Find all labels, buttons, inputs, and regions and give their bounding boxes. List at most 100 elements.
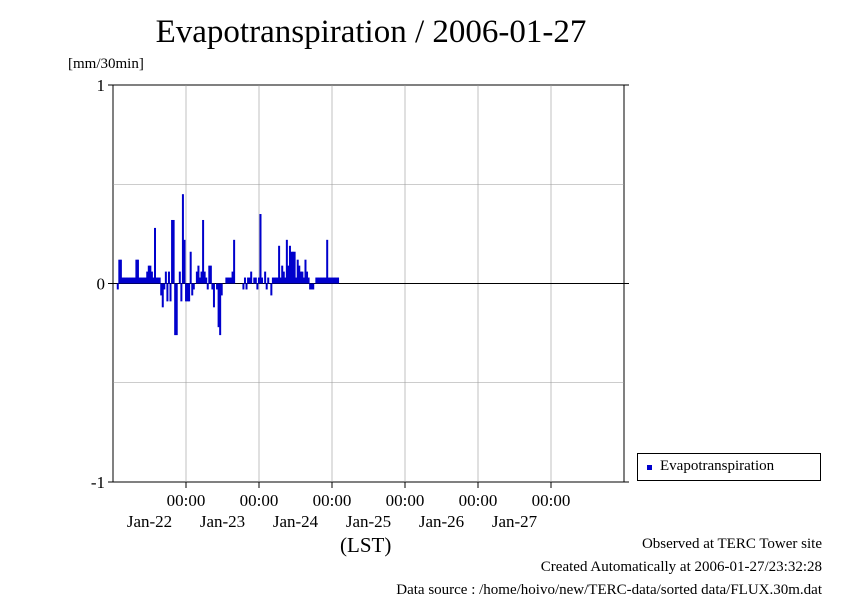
bar bbox=[191, 283, 194, 296]
bar bbox=[296, 259, 299, 284]
x-tick-time: 00:00 bbox=[459, 491, 498, 510]
bar bbox=[278, 245, 281, 284]
x-tick-date: Jan-24 bbox=[273, 512, 319, 531]
y-tick-label: -1 bbox=[91, 473, 105, 492]
y-axis-ticks: 1 0 -1 bbox=[91, 76, 629, 492]
bar bbox=[146, 271, 149, 284]
x-tick-date: Jan-27 bbox=[492, 512, 538, 531]
x-tick-time: 00:00 bbox=[313, 491, 352, 510]
x-tick-date: Jan-26 bbox=[419, 512, 464, 531]
bar bbox=[253, 277, 256, 284]
bar bbox=[282, 271, 285, 284]
bar bbox=[270, 283, 273, 296]
bar bbox=[231, 271, 234, 284]
bar bbox=[333, 277, 336, 284]
x-tick-time: 00:00 bbox=[386, 491, 425, 510]
bar bbox=[135, 259, 138, 284]
bar bbox=[226, 277, 229, 284]
bar bbox=[264, 271, 267, 284]
bar bbox=[160, 283, 163, 296]
bar bbox=[195, 271, 198, 284]
bar bbox=[315, 277, 318, 284]
bar bbox=[301, 271, 304, 284]
bar bbox=[203, 271, 206, 284]
bar bbox=[181, 194, 184, 284]
bar bbox=[206, 283, 209, 290]
y-tick-label: 1 bbox=[97, 76, 106, 95]
bar bbox=[216, 283, 219, 290]
bar bbox=[186, 283, 189, 302]
bar bbox=[140, 277, 143, 284]
bar bbox=[285, 239, 288, 284]
bar bbox=[138, 277, 141, 284]
bar bbox=[147, 265, 150, 284]
bar bbox=[122, 277, 125, 284]
bar bbox=[279, 277, 282, 284]
bar bbox=[118, 259, 121, 284]
bar bbox=[225, 277, 228, 284]
bar bbox=[202, 219, 205, 284]
bar bbox=[163, 283, 166, 290]
bar bbox=[299, 271, 302, 284]
bar bbox=[312, 283, 315, 290]
bar bbox=[171, 219, 174, 284]
bar bbox=[154, 227, 157, 284]
bar bbox=[152, 277, 155, 284]
bar bbox=[318, 277, 321, 284]
bar bbox=[157, 277, 160, 284]
bar bbox=[323, 277, 326, 284]
bar bbox=[209, 265, 212, 284]
bar bbox=[271, 277, 274, 284]
bar bbox=[189, 251, 192, 284]
bar bbox=[302, 277, 305, 284]
bar bbox=[149, 265, 152, 284]
bar bbox=[119, 259, 122, 284]
bar bbox=[129, 277, 132, 284]
x-tick-time: 00:00 bbox=[240, 491, 279, 510]
x-tick-time: 00:00 bbox=[167, 491, 206, 510]
bar bbox=[121, 277, 124, 284]
bar bbox=[150, 271, 153, 284]
bar bbox=[319, 277, 322, 284]
bar bbox=[220, 283, 223, 296]
series-bars bbox=[116, 194, 340, 336]
bar bbox=[164, 271, 167, 284]
bar bbox=[136, 259, 139, 284]
bar bbox=[337, 277, 340, 284]
bar bbox=[169, 283, 172, 302]
bar bbox=[175, 283, 178, 336]
bar bbox=[326, 239, 329, 284]
bar bbox=[116, 283, 119, 290]
bar bbox=[273, 277, 276, 284]
bar bbox=[250, 271, 253, 284]
bar bbox=[143, 277, 146, 284]
bar bbox=[208, 265, 211, 284]
footer-site: Observed at TERC Tower site bbox=[641, 536, 822, 552]
bar bbox=[212, 283, 215, 308]
bar bbox=[330, 277, 333, 284]
footer-source: Data source : /home/hoivo/new/TERC-data/… bbox=[396, 582, 822, 598]
legend bbox=[637, 453, 821, 481]
bar bbox=[127, 277, 130, 284]
y-tick-label: 0 bbox=[97, 275, 106, 294]
bar bbox=[309, 283, 312, 290]
x-tick-time: 00:00 bbox=[532, 491, 571, 510]
bar bbox=[307, 277, 310, 284]
bar bbox=[256, 283, 259, 290]
bar bbox=[288, 245, 291, 284]
bar bbox=[335, 277, 338, 284]
bar bbox=[197, 265, 200, 284]
bar bbox=[233, 239, 236, 284]
bar bbox=[242, 283, 245, 290]
x-axis-ticks: 00:00 Jan-22 00:00 Jan-23 00:00 Jan-24 00:00 Ja… bbox=[127, 482, 571, 531]
footer-created: Created Automatically at 2006-01-27/23:3… bbox=[540, 559, 822, 575]
bar bbox=[247, 277, 250, 284]
bar bbox=[267, 277, 270, 284]
bar bbox=[185, 283, 188, 302]
legend-label: Evapotranspiration bbox=[660, 458, 775, 474]
bar bbox=[304, 259, 307, 284]
bar bbox=[321, 277, 324, 284]
bar bbox=[188, 283, 191, 302]
bar bbox=[287, 265, 290, 284]
bar bbox=[310, 283, 313, 290]
